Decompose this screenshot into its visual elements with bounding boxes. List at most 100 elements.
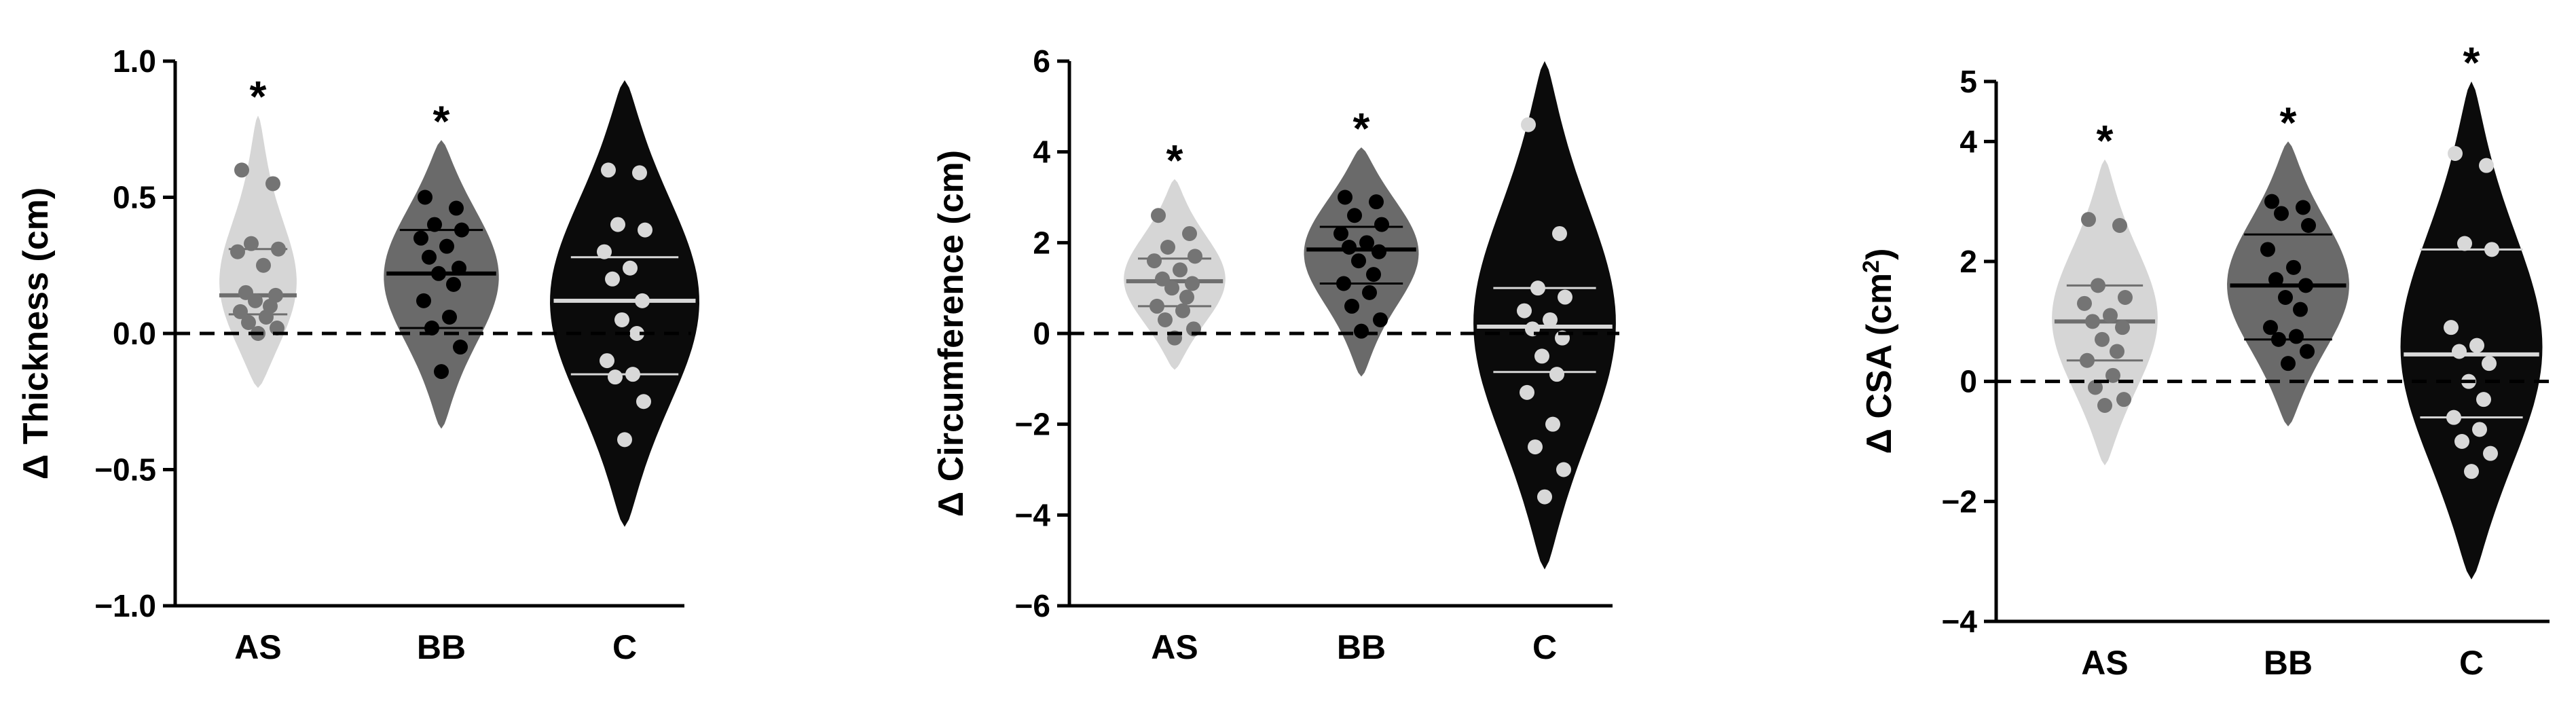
data-point (2476, 392, 2491, 407)
data-point (600, 353, 614, 369)
data-point (1372, 244, 1386, 259)
data-point (1366, 267, 1381, 283)
data-point (2293, 302, 2308, 317)
category-label: AS (2081, 644, 2128, 682)
data-point (265, 176, 280, 192)
category-label: C (1532, 628, 1557, 666)
data-point (2298, 278, 2313, 293)
data-point (1351, 253, 1366, 269)
data-point (1347, 208, 1362, 223)
data-point (623, 260, 638, 276)
violin-bb: * (384, 96, 499, 429)
data-point (244, 236, 259, 251)
data-point (2469, 338, 2484, 353)
data-point (422, 249, 437, 265)
data-point (2289, 329, 2304, 344)
category-label: BB (417, 628, 466, 666)
data-point (418, 189, 433, 205)
category-label: C (612, 628, 637, 666)
violin-c: * (2400, 38, 2543, 580)
data-point (601, 162, 616, 178)
data-point (629, 326, 644, 341)
data-point (442, 309, 457, 325)
panel-3: −4 −2 0 2 4 5 Δ CSA (cm2) * AS * BB * C (1858, 38, 2556, 682)
data-point (632, 165, 647, 181)
data-point (2118, 290, 2133, 305)
data-point (2268, 272, 2283, 287)
y-tick-label: −2 (1015, 407, 1050, 442)
data-point (439, 238, 454, 254)
data-point (446, 276, 461, 292)
violin-bb: * (2227, 98, 2349, 426)
data-point (2091, 278, 2105, 293)
data-point (1517, 303, 1532, 319)
data-point (638, 222, 652, 238)
y-tick-label: 4 (1033, 134, 1050, 170)
data-point (454, 222, 469, 238)
y-tick-label: 4 (1959, 124, 1977, 159)
data-point (434, 364, 449, 380)
category-label: AS (234, 628, 281, 666)
data-point (2116, 392, 2131, 407)
y-tick-label: −1.0 (94, 588, 156, 623)
data-point (270, 320, 284, 335)
data-point (1182, 225, 1197, 241)
significance-marker: * (1166, 136, 1183, 185)
y-tick-label: −4 (1942, 604, 1978, 639)
violin-as: * (1124, 136, 1226, 370)
data-point (2085, 314, 2100, 329)
data-point (1543, 312, 1558, 327)
data-point (427, 217, 442, 232)
data-point (271, 241, 286, 257)
y-tick-label: −6 (1015, 588, 1050, 623)
data-point (2260, 242, 2275, 257)
category-label: C (2459, 644, 2484, 682)
data-point (1147, 253, 1162, 269)
data-point (1362, 285, 1377, 300)
data-point (1556, 462, 1571, 477)
data-point (234, 162, 249, 178)
y-tick-label: 0.5 (113, 180, 156, 215)
data-point (1151, 208, 1166, 223)
data-point (597, 244, 612, 259)
data-point (2115, 320, 2130, 335)
data-point (625, 367, 640, 382)
data-point (241, 314, 256, 330)
data-point (233, 304, 248, 319)
data-point (1336, 276, 1351, 291)
y-tick-label: 5 (1959, 64, 1977, 99)
data-point (1373, 312, 1388, 327)
violin-shape (2400, 81, 2543, 580)
data-point (1558, 289, 1572, 305)
data-point (1528, 439, 1543, 455)
data-point (1545, 416, 1560, 432)
data-point (1521, 117, 1536, 132)
data-point (1344, 298, 1359, 314)
violin-as: * (2052, 116, 2158, 466)
data-point (1552, 225, 1567, 241)
y-axis-title: Δ CSA (cm2) (1858, 249, 1899, 454)
y-tick-label: −0.5 (94, 452, 156, 488)
data-point (2274, 206, 2289, 221)
data-point (1359, 235, 1374, 251)
y-axis-title: Δ Circumference (cm) (932, 150, 971, 517)
data-point (617, 432, 632, 448)
violin-as: * (219, 72, 297, 388)
significance-marker: * (2280, 98, 2297, 147)
data-point (2112, 218, 2127, 233)
data-point (2110, 344, 2124, 359)
data-point (413, 230, 428, 246)
data-point (2482, 356, 2497, 371)
category-label: AS (1151, 628, 1198, 666)
data-point (1175, 303, 1190, 319)
significance-marker: * (1353, 104, 1370, 153)
data-point (2444, 320, 2459, 335)
y-tick-label: 0 (1033, 316, 1050, 351)
data-point (2278, 290, 2293, 305)
data-point (2479, 158, 2494, 173)
data-point (1158, 312, 1173, 327)
data-point (1534, 348, 1549, 364)
data-point (256, 257, 271, 273)
data-point (2446, 410, 2461, 425)
